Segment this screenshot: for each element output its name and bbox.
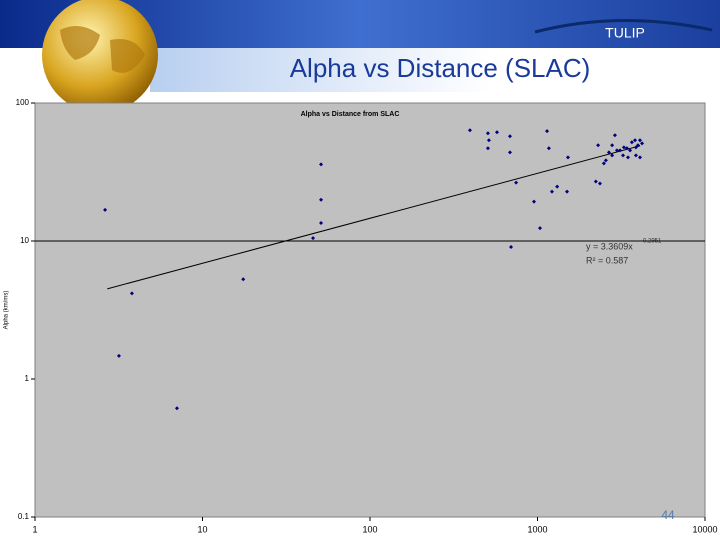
point [606, 150, 611, 155]
y-tick-label: 1 [25, 374, 30, 383]
x-tick-label: 100 [362, 524, 377, 534]
point [103, 207, 108, 212]
point [597, 181, 602, 186]
point [624, 146, 629, 151]
point [545, 129, 550, 134]
fit-equation: y = 3.3609x [586, 241, 633, 251]
x-tick-label: 10 [197, 524, 207, 534]
point [628, 148, 633, 153]
point [603, 158, 608, 163]
point [610, 143, 615, 148]
point [564, 189, 569, 194]
brand: TULIP [605, 25, 645, 41]
point [485, 131, 490, 136]
point [241, 277, 246, 282]
point [174, 406, 179, 411]
point [637, 155, 642, 160]
point [610, 153, 615, 158]
point [514, 180, 519, 185]
y-tick-label: 10 [20, 236, 29, 245]
point [531, 199, 536, 204]
point [507, 150, 512, 155]
title-band [150, 48, 720, 92]
point [633, 153, 638, 158]
point [614, 148, 619, 153]
point [494, 130, 499, 135]
x-tick-label: 1000 [527, 524, 547, 534]
point [311, 236, 316, 241]
point [633, 145, 638, 150]
y-tick-label: 0.1 [18, 512, 30, 521]
point [486, 138, 491, 143]
y-tick-label: 100 [16, 98, 30, 107]
point [507, 134, 512, 139]
globe-land [60, 26, 145, 73]
point [555, 184, 560, 189]
point [319, 197, 324, 202]
slide-title: Alpha vs Distance (SLAC) [290, 53, 591, 83]
fit-exponent: 0.2951 [643, 239, 662, 245]
point [596, 143, 601, 148]
point [129, 291, 134, 296]
point [116, 353, 121, 358]
point [565, 155, 570, 160]
point [538, 226, 543, 231]
fit-r2: R² = 0.587 [586, 255, 628, 265]
point [632, 138, 637, 143]
x-tick-label: 1 [32, 524, 37, 534]
point [626, 155, 631, 160]
x-tick-label: 10000 [692, 524, 717, 534]
point [621, 145, 626, 150]
point [635, 143, 640, 148]
y-axis-label: Alpha (km/ms) [4, 291, 10, 330]
page-number: 44 [661, 508, 675, 522]
point [485, 146, 490, 151]
point [549, 189, 554, 194]
point [319, 221, 324, 226]
point [509, 245, 514, 250]
point [612, 133, 617, 138]
trendline [107, 145, 641, 290]
point [629, 140, 634, 145]
point [640, 141, 645, 146]
point [621, 153, 626, 158]
point [601, 161, 606, 166]
point [546, 146, 551, 151]
point [467, 128, 472, 133]
swoosh [534, 19, 713, 34]
chart-title: Alpha vs Distance from SLAC [301, 111, 400, 118]
point [637, 138, 642, 143]
point [319, 162, 324, 167]
point [618, 148, 623, 153]
point [593, 179, 598, 184]
plot-area [34, 102, 706, 518]
